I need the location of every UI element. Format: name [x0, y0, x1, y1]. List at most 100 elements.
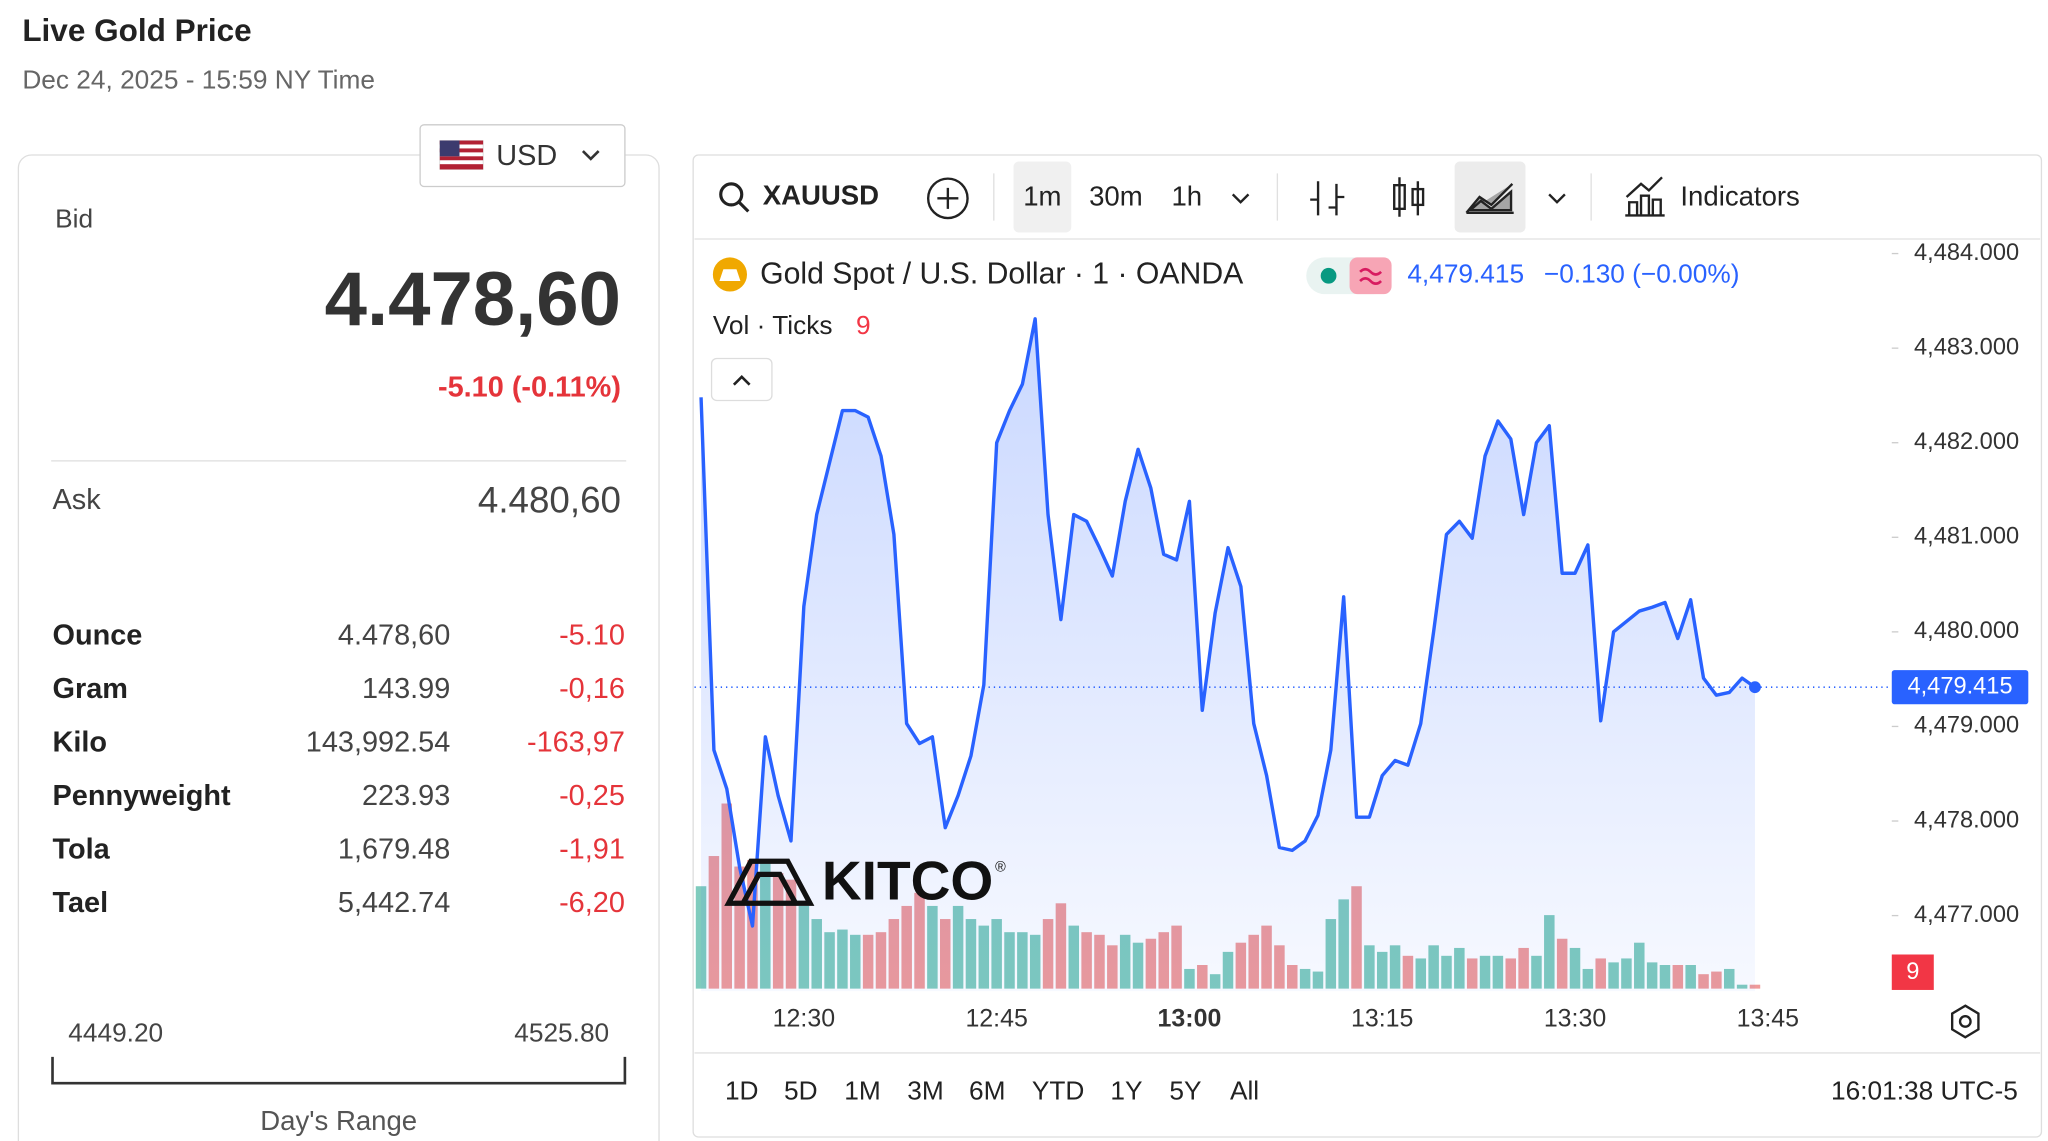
y-tick-label: 4,483.000: [1914, 334, 2019, 360]
legend-price: 4,479.415: [1407, 259, 1524, 289]
indicators-label: Indicators: [1680, 181, 1799, 212]
legend-change: −0.130 (−0.00%): [1544, 259, 1740, 289]
area-fill: [701, 318, 1755, 992]
unit-name: Tael: [53, 887, 109, 919]
y-tick-label: 4,478.000: [1914, 807, 2019, 833]
last-point: [1749, 681, 1761, 694]
bid-change: -5.10 (-0.11%): [438, 371, 621, 403]
x-tick-label: 13:00: [1158, 1005, 1222, 1033]
unit-change: -5.10: [559, 619, 625, 651]
volume-label: Vol · Ticks: [713, 310, 833, 340]
chevron[interactable]: [1231, 193, 1250, 204]
axes: 4,477.000 4,478.000 4,479.000 4,480.000 4,48…: [694, 240, 2029, 1033]
bar-style-button[interactable]: [1310, 181, 1345, 216]
range-low: 4449.20: [68, 1018, 163, 1048]
unit-price: 4.478,60: [338, 619, 450, 651]
chevron: [581, 150, 600, 161]
x-tick-label: 13:30: [1544, 1005, 1606, 1033]
interval-button[interactable]: 1m: [1023, 181, 1061, 212]
chevron[interactable]: [1548, 193, 1566, 204]
market-open-dot: [1320, 267, 1337, 284]
x-tick-label: 12:45: [965, 1005, 1027, 1033]
last-price-tag: [1891, 670, 2029, 705]
watermark-mark: ®: [995, 860, 1006, 876]
series-title: Gold Spot / U.S. Dollar · 1 · OANDA: [760, 258, 1244, 291]
indicators-button[interactable]: Indicators: [1625, 176, 1800, 217]
volume-badge: [1891, 954, 1934, 990]
unit-name: Pennyweight: [53, 780, 231, 812]
interval-button[interactable]: 1h: [1171, 181, 1202, 212]
chevron: [732, 375, 751, 386]
settings-button[interactable]: [1950, 1004, 1980, 1039]
x-tick-label: 13:45: [1737, 1005, 1799, 1033]
unit-name: Tola: [53, 834, 111, 866]
range-button[interactable]: 6M: [969, 1075, 1005, 1105]
range-button[interactable]: 5D: [784, 1075, 818, 1105]
watermark: KITCO: [822, 849, 994, 911]
collapse-button[interactable]: [710, 357, 773, 402]
bid-price: 4.478,60: [325, 257, 621, 342]
y-tick-label: 4,479.000: [1914, 713, 2019, 739]
bid-label: Bid: [55, 204, 93, 234]
y-tick-label: 4,477.000: [1914, 902, 2019, 928]
symbol: XAUUSD: [763, 179, 879, 210]
currency-select[interactable]: USD: [419, 124, 626, 188]
range-label: Day's Range: [260, 1105, 417, 1136]
us-flag: [439, 140, 484, 170]
price-card: [17, 154, 660, 1141]
x-tick-label: 12:30: [773, 1005, 835, 1033]
unit-price: 5,442.74: [338, 887, 450, 919]
volume-count: 9: [856, 310, 871, 340]
ask-price: 4.480,60: [478, 480, 621, 521]
range-button[interactable]: 1D: [725, 1075, 759, 1105]
y-tick-label: 4,480.000: [1914, 618, 2019, 644]
interval-active: [1013, 161, 1072, 233]
volume-badge-label: 9: [1906, 959, 1919, 985]
currency-label: USD: [496, 140, 557, 172]
unit-price: 143.99: [362, 673, 450, 705]
range-button[interactable]: 1M: [844, 1075, 880, 1105]
unit-change: -0,25: [559, 780, 625, 812]
y-tick-label: 4,484.000: [1914, 240, 2019, 266]
unit-name: Gram: [53, 673, 128, 705]
x-tick-label: 13:15: [1351, 1005, 1413, 1033]
delay-icon: [1359, 267, 1383, 285]
symbol-search[interactable]: XAUUSD: [719, 179, 879, 213]
unit-table: Ounce 4.478,60 -5.10 Gram 143.99 -0,16 Kilo 143…: [53, 619, 625, 919]
area-style-button[interactable]: [1454, 161, 1526, 233]
unit-price: 223.93: [362, 780, 450, 812]
compare-button[interactable]: [926, 177, 969, 220]
unit-price: 143,992.54: [306, 727, 451, 759]
candle-style-button[interactable]: [1393, 177, 1425, 217]
range-button[interactable]: All: [1230, 1075, 1259, 1105]
range-high: 4525.80: [514, 1018, 609, 1048]
timestamp: Dec 24, 2025 - 15:59 NY Time: [22, 64, 375, 94]
delay-badge: [1349, 257, 1392, 295]
area-icon: [1465, 183, 1514, 214]
gold-bar-icon: [719, 269, 741, 282]
plot-area: [695, 317, 1761, 992]
unit-price: 1,679.48: [338, 834, 450, 866]
unit-name: Kilo: [53, 727, 108, 759]
range-bar: [51, 1056, 627, 1085]
last-price-label: 4,479.415: [1907, 673, 2012, 699]
range-button[interactable]: YTD: [1032, 1075, 1085, 1105]
unit-change: -6,20: [559, 887, 625, 919]
y-tick-label: 4,482.000: [1914, 429, 2019, 455]
range-button[interactable]: 3M: [907, 1075, 943, 1105]
unit-change: -163,97: [527, 727, 625, 759]
y-tick-label: 4,481.000: [1914, 524, 2019, 550]
range-button[interactable]: 1Y: [1110, 1075, 1142, 1105]
page-title: Live Gold Price: [22, 12, 251, 48]
unit-change: -1,91: [559, 834, 625, 866]
price-line: [699, 317, 1756, 928]
range-button[interactable]: 5Y: [1169, 1075, 1201, 1105]
kitco-logo: KITCO ®: [724, 849, 1006, 911]
ask-label: Ask: [53, 484, 102, 516]
interval-button[interactable]: 30m: [1089, 181, 1143, 212]
unit-change: -0,16: [559, 673, 625, 705]
unit-name: Ounce: [53, 619, 143, 651]
clock: 16:01:38 UTC-5: [1831, 1075, 2018, 1105]
